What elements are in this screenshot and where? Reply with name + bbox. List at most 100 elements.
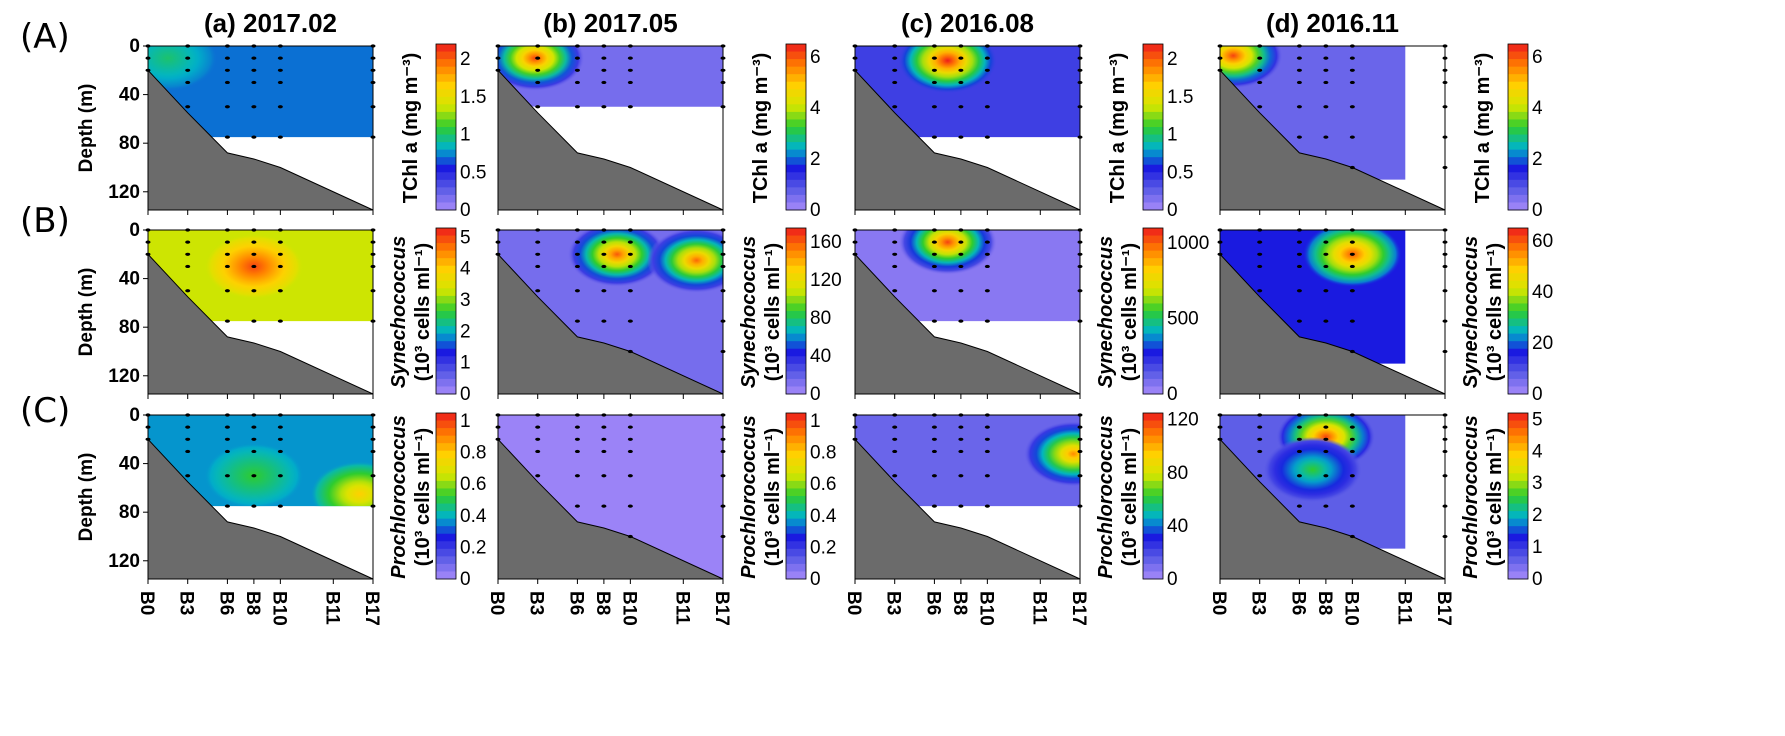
sample-point bbox=[601, 68, 607, 72]
sample-point bbox=[892, 289, 898, 293]
sample-point bbox=[185, 289, 191, 293]
sample-point bbox=[1349, 504, 1355, 508]
colorbar-tick-label: 0.8 bbox=[460, 443, 486, 464]
colorbar-segment bbox=[436, 413, 456, 422]
sample-point bbox=[601, 56, 607, 60]
y-tick-label: 80 bbox=[119, 133, 140, 154]
heatmap-panel: 1000 500 0 Synechococcus (10³ cells ml⁻¹) bbox=[852, 227, 1209, 405]
colorbar-segment bbox=[1508, 172, 1528, 181]
colorbar-segment bbox=[1508, 187, 1528, 196]
sample-point bbox=[1296, 289, 1302, 293]
colorbar-segment bbox=[1508, 326, 1528, 335]
x-tick-label: B8 bbox=[949, 591, 970, 615]
sample-point bbox=[984, 80, 990, 85]
sample-point bbox=[1296, 252, 1302, 256]
x-tick-label: B0 bbox=[1208, 591, 1229, 615]
colorbar-tick-label: 2 bbox=[460, 321, 471, 342]
colorbar-segment bbox=[786, 511, 806, 520]
sample-point bbox=[277, 264, 283, 269]
colorbar-segment bbox=[1508, 235, 1528, 244]
sample-point bbox=[574, 437, 580, 441]
sample-point bbox=[627, 56, 633, 60]
colorbar-segment bbox=[436, 518, 456, 527]
sample-point bbox=[627, 425, 633, 429]
colorbar-segment bbox=[1143, 104, 1163, 113]
colorbar-unit-label: (10³ cells ml⁻¹) bbox=[412, 428, 434, 566]
colorbar-tick-label: 1000 bbox=[1167, 233, 1209, 254]
colorbar-segment bbox=[1143, 127, 1163, 136]
colorbar-segment bbox=[436, 341, 456, 350]
heatmap-hotspot bbox=[310, 461, 373, 507]
colorbar-segment bbox=[436, 480, 456, 489]
sample-point bbox=[984, 105, 990, 109]
sample-point bbox=[601, 240, 607, 244]
sample-point bbox=[984, 135, 990, 139]
colorbar-segment bbox=[436, 363, 456, 372]
heatmap-hotspot bbox=[898, 46, 998, 94]
sample-point bbox=[1349, 135, 1355, 139]
colorbar-tick-label: 80 bbox=[1167, 463, 1188, 484]
colorbar-segment bbox=[436, 280, 456, 289]
colorbar-segment bbox=[1143, 265, 1163, 274]
plot-frame bbox=[497, 229, 724, 395]
sample-point bbox=[1296, 80, 1302, 85]
sample-point bbox=[1349, 252, 1355, 256]
y-tick-label: 40 bbox=[119, 85, 140, 106]
sample-point bbox=[1296, 135, 1302, 139]
colorbar-segment bbox=[1143, 413, 1163, 422]
colorbar-segment bbox=[1508, 142, 1528, 151]
colorbar-segment bbox=[1143, 142, 1163, 151]
colorbar-frame bbox=[435, 43, 457, 211]
colorbar-tick-label: 5 bbox=[1532, 409, 1543, 430]
x-tick-label: B10 bbox=[1340, 591, 1361, 626]
x-tick-label: B6 bbox=[1287, 591, 1308, 615]
colorbar-segment bbox=[1143, 44, 1163, 53]
colorbar-segment bbox=[1508, 363, 1528, 372]
colorbar-segment bbox=[786, 111, 806, 120]
colorbar-tick-label: 2 bbox=[1167, 49, 1178, 70]
colorbar-segment bbox=[1508, 179, 1528, 188]
colorbar-segment bbox=[1143, 386, 1163, 395]
colorbar-segment bbox=[1508, 280, 1528, 289]
colorbar-segment bbox=[436, 202, 456, 211]
colorbar-segment bbox=[786, 250, 806, 259]
sample-point bbox=[1323, 252, 1329, 256]
sample-point bbox=[1296, 437, 1302, 441]
colorbar-segment bbox=[436, 435, 456, 444]
colorbar-segment bbox=[436, 142, 456, 151]
colorbar-tick-label: 3 bbox=[1532, 473, 1543, 494]
colorbar-segment bbox=[786, 288, 806, 297]
colorbar-frame bbox=[785, 227, 807, 395]
sample-point bbox=[251, 105, 257, 109]
sample-point bbox=[251, 425, 257, 429]
y-axis-label: Depth (m) bbox=[76, 268, 97, 357]
colorbar-segment bbox=[1508, 250, 1528, 259]
sample-point bbox=[627, 474, 633, 478]
sample-point bbox=[535, 240, 541, 244]
heatmap-hotspot bbox=[1220, 46, 1283, 89]
colorbar-segment bbox=[436, 348, 456, 357]
sample-point bbox=[627, 105, 633, 109]
colorbar-segment bbox=[1143, 51, 1163, 60]
sample-point bbox=[185, 252, 191, 256]
sample-point bbox=[958, 68, 964, 72]
colorbar-segment bbox=[1508, 465, 1528, 474]
colorbar-segment bbox=[436, 228, 456, 237]
colorbar-segment bbox=[436, 104, 456, 113]
colorbar-segment bbox=[1143, 258, 1163, 267]
sample-point bbox=[185, 68, 191, 72]
colorbar-tick-label: 0.5 bbox=[1167, 162, 1193, 183]
colorbar-segment bbox=[1508, 556, 1528, 565]
sample-point bbox=[574, 474, 580, 478]
x-tick-label: B17 bbox=[1433, 591, 1454, 626]
plot-frame bbox=[1219, 45, 1446, 211]
colorbar-segment bbox=[1508, 341, 1528, 350]
colorbar-segment bbox=[1508, 258, 1528, 267]
colorbar-segment bbox=[1508, 526, 1528, 535]
colorbar-segment bbox=[1508, 488, 1528, 497]
colorbar-tick-label: 6 bbox=[1532, 47, 1543, 68]
sample-point bbox=[931, 319, 937, 323]
colorbar-segment bbox=[1508, 480, 1528, 489]
colorbar-frame bbox=[435, 412, 457, 580]
colorbar-segment bbox=[786, 187, 806, 196]
